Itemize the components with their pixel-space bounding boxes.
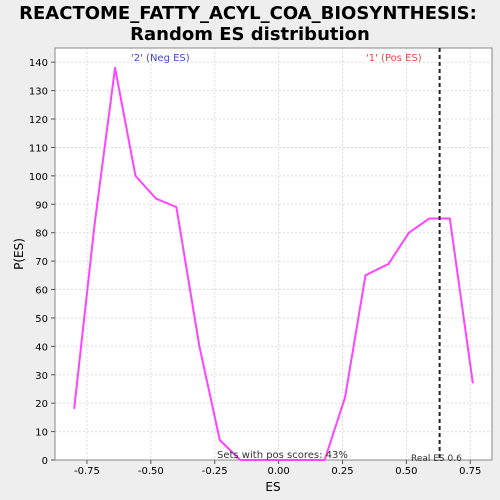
- pos-es-label: '1' (Pos ES): [366, 53, 422, 64]
- pos-scores-label: Sets with pos scores: 43%: [217, 450, 348, 461]
- y-tick-label: 120: [29, 115, 48, 126]
- y-tick-label: 140: [29, 58, 48, 69]
- y-tick-label: 50: [35, 314, 48, 325]
- y-tick-label: 20: [35, 399, 48, 410]
- chart-title-line1: REACTOME_FATTY_ACYL_COA_BIOSYNTHESIS:: [19, 3, 477, 24]
- x-tick-label: -0.75: [74, 466, 100, 477]
- y-tick-label: 90: [35, 200, 48, 211]
- y-tick-label: 130: [29, 87, 48, 98]
- x-tick-label: 0.25: [331, 466, 353, 477]
- ticks-layer: 0 10 20 30 40 50 60 70 80 90 100 110 120 130 140 -0.75 -…: [29, 58, 482, 477]
- x-axis-label: ES: [265, 480, 280, 494]
- plot-area: [55, 48, 492, 460]
- series-layer: [73, 66, 474, 461]
- y-tick-label: 100: [29, 172, 48, 183]
- neg-es-label: '2' (Neg ES): [131, 53, 190, 64]
- y-tick-label: 0: [42, 456, 48, 467]
- y-axis-label: P(ES): [12, 238, 26, 270]
- real-es-label: Real ES 0.6: [411, 454, 462, 464]
- x-tick-label: -0.50: [138, 466, 164, 477]
- x-tick-label: 0.00: [267, 466, 289, 477]
- x-tick-label: 0.50: [395, 466, 417, 477]
- grid-layer: [55, 48, 492, 460]
- y-tick-label: 110: [29, 143, 48, 154]
- series-line: [73, 66, 474, 461]
- y-tick-label: 40: [35, 342, 48, 353]
- y-tick-label: 80: [35, 229, 48, 240]
- x-tick-label: 0.75: [459, 466, 481, 477]
- y-tick-label: 70: [35, 257, 48, 268]
- x-tick-label: -0.25: [202, 466, 228, 477]
- y-tick-label: 60: [35, 286, 48, 297]
- chart-title-line2: Random ES distribution: [130, 24, 370, 45]
- y-tick-label: 30: [35, 371, 48, 382]
- y-tick-label: 10: [35, 428, 48, 439]
